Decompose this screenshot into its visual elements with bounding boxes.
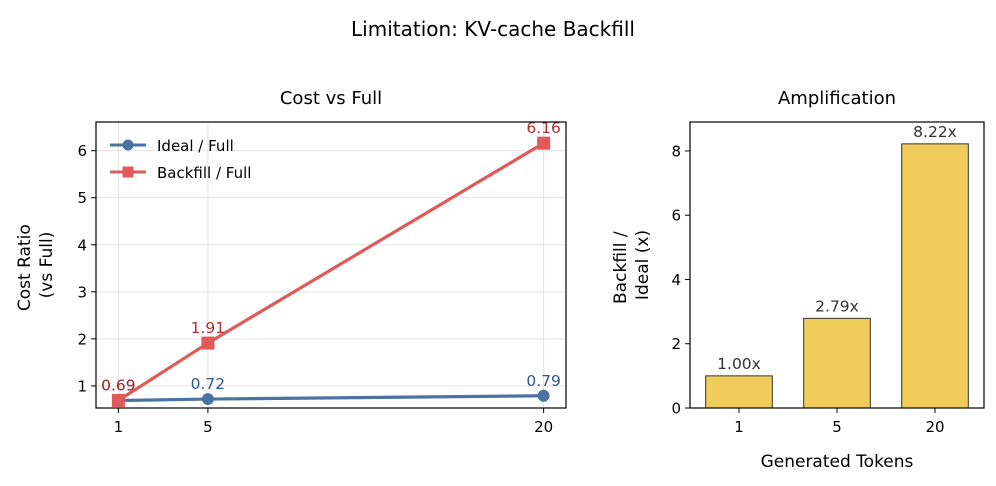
left-y-tick-label: 6 (77, 142, 87, 160)
data-label-backfill: 6.16 (526, 119, 561, 137)
right-y-tick-label: 0 (671, 400, 681, 418)
left-plot-frame (95, 121, 567, 409)
series-line-ideal (118, 394, 544, 403)
line-chart-cost-vs-full: Cost vs Full 0.69 0.72 0.790.691.916.16 12… (15, 88, 567, 436)
bar-5 (803, 317, 871, 409)
legend-backfill-marker (122, 166, 134, 178)
legend-backfill-label: Backfill / Full (157, 164, 251, 182)
left-y-axis-label: Cost Ratio (vs Full) (15, 219, 57, 311)
left-y-tick-label: 1 (77, 377, 87, 395)
right-x-axis-label: Generated Tokens (761, 452, 914, 472)
ideal-point (201, 393, 214, 406)
backfill-point (201, 336, 215, 350)
figure-title: Limitation: KV-cache Backfill (351, 17, 635, 41)
left-chart-title: Cost vs Full (280, 88, 382, 109)
data-label-ideal: 0.69 (101, 376, 136, 394)
left-y-tick-label: 5 (77, 189, 87, 207)
legend-ideal-marker (122, 139, 134, 151)
data-label-backfill: 0.69 (101, 376, 136, 394)
backfill-point (537, 136, 551, 150)
right-x-tick-label: 5 (832, 418, 842, 436)
bar-value-label: 8.22x (913, 123, 957, 141)
bar-value-label: 1.00x (717, 355, 761, 373)
ideal-point (537, 389, 550, 402)
bar-1 (705, 375, 773, 409)
data-label-ideal: 0.79 (526, 372, 561, 390)
bar-chart-amplification: Amplification 1.00x 2.79x 8.22x 0 2 4 6 8 1 5 20… (611, 88, 985, 472)
left-x-tick-label: 1 (114, 418, 124, 436)
right-y-tick-label: 4 (671, 271, 681, 289)
left-x-tick-label: 20 (534, 418, 553, 436)
backfill-point (111, 393, 125, 407)
bar-value-label: 2.79x (815, 297, 859, 315)
bar-20 (901, 143, 969, 409)
right-plot-frame (689, 121, 985, 409)
left-legend: Ideal / Full Backfill / Full (110, 137, 251, 182)
data-label-backfill: 1.91 (191, 319, 226, 337)
right-chart-title: Amplification (778, 88, 896, 109)
left-x-tick-label: 5 (203, 418, 213, 436)
right-x-tick-label: 1 (734, 418, 744, 436)
right-y-tick-label: 8 (671, 142, 681, 160)
right-y-axis-label: Backfill / Ideal (x) (611, 226, 653, 304)
right-y-tick-label: 2 (671, 335, 681, 353)
legend-ideal-label: Ideal / Full (157, 137, 234, 155)
left-y-tick-label: 2 (77, 330, 87, 348)
right-y-tick-label: 6 (671, 207, 681, 225)
left-y-tick-label: 3 (77, 283, 87, 301)
left-y-tick-label: 4 (77, 236, 87, 254)
data-label-ideal: 0.72 (191, 375, 226, 393)
right-x-tick-label: 20 (925, 418, 944, 436)
